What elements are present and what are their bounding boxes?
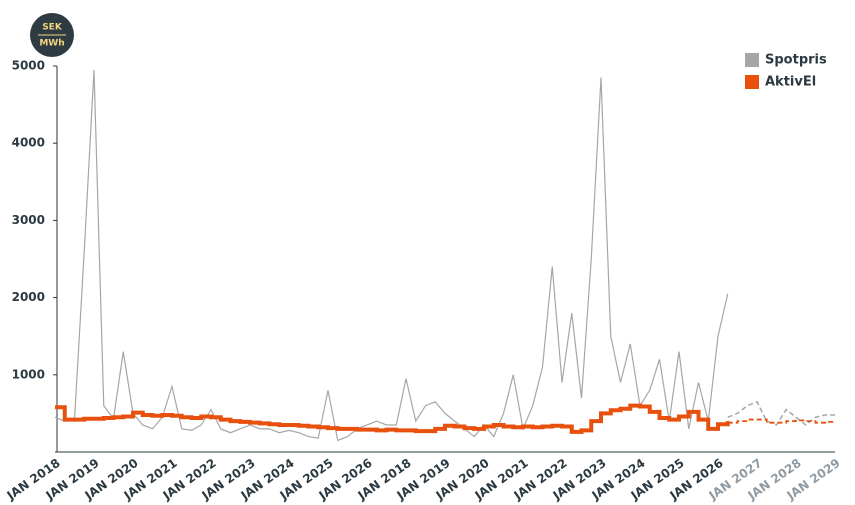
legend-swatch bbox=[745, 75, 759, 89]
y-tick-label: 1000 bbox=[12, 367, 45, 381]
forecast-line bbox=[727, 400, 835, 426]
series-line bbox=[55, 403, 730, 434]
legend-label: AktivEl bbox=[765, 75, 816, 90]
series-line bbox=[54, 69, 729, 442]
y-tick-label: 4000 bbox=[12, 136, 45, 150]
legend-label: Spotpris bbox=[765, 53, 827, 68]
y-tick-label: 2000 bbox=[12, 290, 45, 304]
unit-top: SEK bbox=[42, 23, 63, 33]
forecast-line bbox=[727, 418, 836, 424]
y-tick-label: 3000 bbox=[12, 213, 45, 227]
unit-bottom: MWh bbox=[39, 39, 64, 49]
y-tick-label: 5000 bbox=[12, 59, 45, 73]
legend-swatch bbox=[745, 53, 759, 67]
